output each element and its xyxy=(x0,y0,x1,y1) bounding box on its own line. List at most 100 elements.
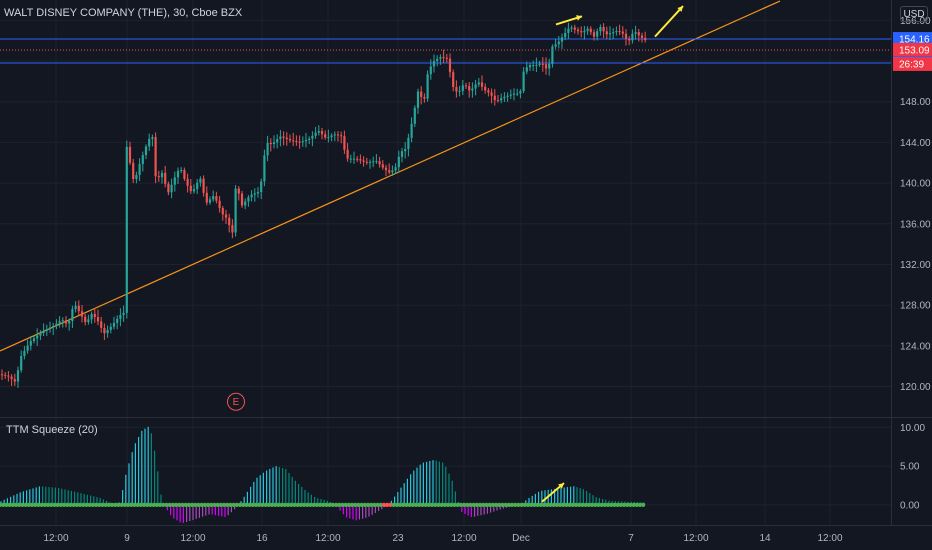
candle xyxy=(490,92,493,96)
price-plot[interactable]: E xyxy=(0,0,891,411)
candle xyxy=(608,33,612,35)
momentum-bar xyxy=(170,504,172,516)
earnings-marker[interactable]: E xyxy=(227,392,245,411)
squeeze-dot xyxy=(308,502,313,507)
momentum-bar xyxy=(160,494,162,505)
squeeze-dot xyxy=(493,502,499,507)
candle xyxy=(423,96,426,99)
candle xyxy=(468,86,471,91)
squeeze-dot xyxy=(205,502,211,507)
momentum-bar xyxy=(390,500,392,505)
momentum-bar xyxy=(605,499,607,505)
squeeze-dot xyxy=(551,502,556,507)
x-tick-label: 12:00 xyxy=(451,533,476,544)
squeeze-dot xyxy=(599,502,604,507)
squeeze-dot xyxy=(564,502,569,507)
momentum-bar xyxy=(51,487,53,505)
candle xyxy=(346,149,349,159)
squeeze-dot xyxy=(349,502,355,507)
squeeze-dot xyxy=(314,502,319,507)
squeeze-dot xyxy=(58,502,63,507)
candle xyxy=(279,136,282,140)
currency-button[interactable]: USD xyxy=(900,6,928,22)
annotation-arrow[interactable] xyxy=(541,482,565,503)
momentum-bar xyxy=(499,504,501,510)
svg-text:153.09: 153.09 xyxy=(899,45,930,56)
squeeze-dot xyxy=(122,502,127,507)
momentum-bar xyxy=(234,504,236,510)
svg-text:154.16: 154.16 xyxy=(899,35,930,46)
squeeze-dot xyxy=(404,502,409,507)
momentum-bar xyxy=(19,492,21,505)
candle xyxy=(605,31,608,35)
price-tick-label: 120.00 xyxy=(900,382,931,393)
chart-title: WALT DISNEY COMPANY (THE), 30, Cboe BZX xyxy=(4,7,243,19)
candle xyxy=(256,192,260,194)
momentum-bar xyxy=(3,499,5,505)
candle xyxy=(551,46,554,64)
candle xyxy=(452,72,455,88)
squeeze-dot xyxy=(385,502,390,507)
price-tick-label: 140.00 xyxy=(900,179,931,190)
squeeze-dot xyxy=(567,502,572,507)
candle xyxy=(109,326,112,330)
momentum-bar xyxy=(211,504,213,515)
momentum-bar xyxy=(352,504,354,520)
squeeze-dot xyxy=(209,502,214,507)
squeeze-dot xyxy=(68,502,73,507)
momentum-bar xyxy=(467,504,469,516)
candle xyxy=(135,174,138,180)
momentum-bar xyxy=(83,493,85,505)
candle xyxy=(205,192,208,203)
annotation-arrow[interactable] xyxy=(654,5,684,38)
candle xyxy=(519,91,522,94)
momentum-bar xyxy=(470,504,472,517)
momentum-bar xyxy=(480,504,482,516)
squeeze-dot xyxy=(609,502,614,507)
candle xyxy=(567,28,570,33)
trendline[interactable] xyxy=(0,0,781,352)
squeeze-dot xyxy=(193,502,198,507)
candle xyxy=(500,98,503,101)
candle xyxy=(138,164,141,175)
squeeze-plot[interactable] xyxy=(0,426,646,524)
candle xyxy=(493,95,496,101)
squeeze-dot xyxy=(186,502,191,507)
momentum-bar xyxy=(282,468,284,505)
squeeze-dot xyxy=(87,502,92,507)
momentum-bar xyxy=(493,504,495,512)
squeeze-dot xyxy=(161,502,166,507)
squeeze-dot xyxy=(23,502,28,507)
candle xyxy=(580,31,583,33)
squeeze-dot xyxy=(285,502,291,507)
candle xyxy=(234,188,237,233)
candle xyxy=(349,158,352,160)
candle xyxy=(269,142,272,145)
squeeze-dot xyxy=(577,502,582,507)
momentum-bar xyxy=(67,490,69,505)
momentum-bar xyxy=(586,491,588,505)
momentum-bar xyxy=(435,460,437,505)
candle xyxy=(503,96,506,99)
candle xyxy=(436,58,439,62)
squeeze-dot xyxy=(228,502,233,507)
price-tick-label: 132.00 xyxy=(900,260,931,271)
candle xyxy=(583,30,586,33)
squeeze-dot xyxy=(433,502,438,507)
annotation-arrow[interactable] xyxy=(555,15,583,26)
momentum-bar xyxy=(147,426,149,505)
candle xyxy=(93,313,96,318)
candle xyxy=(106,329,109,334)
squeeze-dot xyxy=(327,502,332,507)
squeeze-dot xyxy=(221,502,227,507)
squeeze-dot xyxy=(458,502,463,507)
squeeze-dot xyxy=(631,502,636,507)
candle xyxy=(48,327,52,330)
grid-lines xyxy=(0,0,891,525)
candle xyxy=(295,141,298,143)
squeeze-dot xyxy=(55,502,60,507)
squeeze-dot xyxy=(519,502,524,507)
candle xyxy=(148,138,151,147)
squeeze-dot xyxy=(266,502,271,507)
